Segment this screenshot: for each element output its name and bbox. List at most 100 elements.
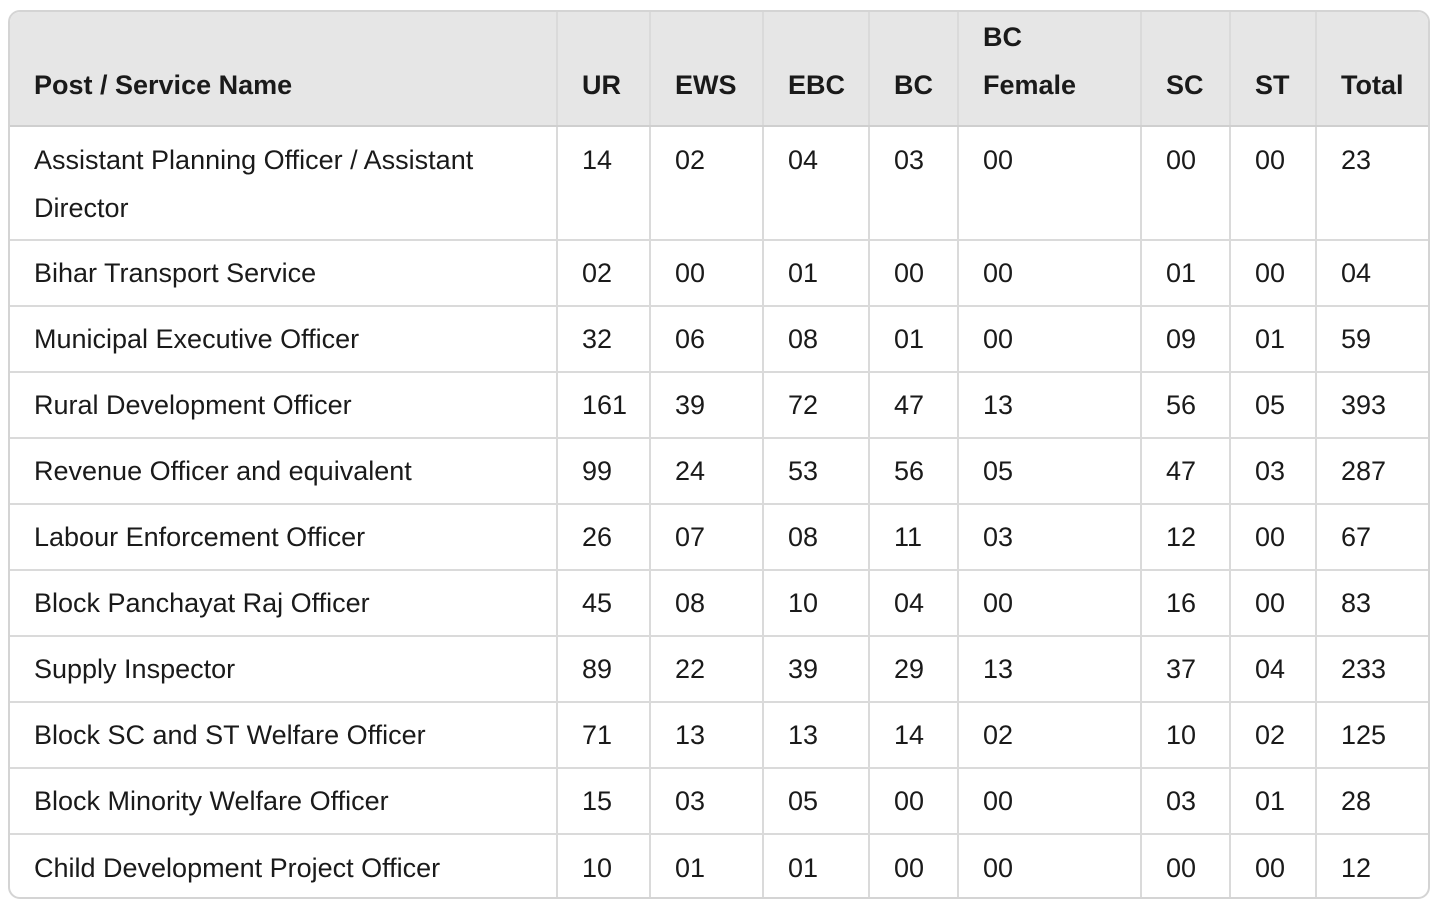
cell-bc: 47 xyxy=(869,372,959,439)
cell-post-name: Revenue Officer and equivalent xyxy=(10,438,558,505)
cell-post-name: Rural Development Officer xyxy=(10,372,558,439)
cell-ur: 26 xyxy=(557,504,651,571)
cell-ur: 10 xyxy=(557,834,651,897)
cell-bc-female: 00 xyxy=(958,126,1142,241)
cell-st: 01 xyxy=(1230,768,1317,835)
cell-ews: 07 xyxy=(650,504,764,571)
cell-ur: 02 xyxy=(557,240,651,307)
cell-sc: 37 xyxy=(1141,636,1231,703)
cell-total: 12 xyxy=(1341,852,1372,883)
table-row: Bihar Transport Service 02 00 01 00 00 01 00 04 xyxy=(10,240,1428,307)
header-ews: EWS xyxy=(650,12,764,127)
table-row: Block Minority Welfare Officer 15 03 05 00 00… xyxy=(10,768,1428,835)
cell-total: 125 xyxy=(1316,702,1428,769)
cell-bc: 03 xyxy=(869,126,959,241)
vacancy-table-container: Post / Service Name UR EWS EBC BC BC Fem… xyxy=(8,10,1430,899)
cell-post-name: Municipal Executive Officer xyxy=(10,306,558,373)
cell-st: 00 xyxy=(1230,240,1317,307)
cell-ur: 45 xyxy=(557,570,651,637)
cell-bc-female: 00 xyxy=(958,306,1142,373)
cell-sc: 16 xyxy=(1141,570,1231,637)
header-post-name: Post / Service Name xyxy=(10,12,558,127)
cell-bc-female: 00 xyxy=(958,570,1142,637)
cell-ebc: 72 xyxy=(763,372,870,439)
cell-bc-female: 02 xyxy=(958,702,1142,769)
cell-bc: 01 xyxy=(869,306,959,373)
cell-total: 59 xyxy=(1316,306,1428,373)
cell-total: 393 xyxy=(1316,372,1428,439)
table-row: Rural Development Officer 161 39 72 47 13 56 05… xyxy=(10,372,1428,439)
cell-st: 03 xyxy=(1230,438,1317,505)
table-row: Block Panchayat Raj Officer 45 08 10 04 00 16 0… xyxy=(10,570,1428,637)
cell-post-name: Bihar Transport Service xyxy=(10,240,558,307)
header-ebc: EBC xyxy=(763,12,870,127)
cell-ebc: 04 xyxy=(763,126,870,241)
cell-post-name: Block Minority Welfare Officer xyxy=(10,768,558,835)
table-body: Assistant Planning Officer / Assistant D… xyxy=(10,126,1428,897)
table-row: Municipal Executive Officer 32 06 08 01 00 09 0… xyxy=(10,306,1428,373)
cell-st: 04 xyxy=(1230,636,1317,703)
table-row: Supply Inspector 89 22 39 29 13 37 04 233 xyxy=(10,636,1428,703)
cell-sc: 10 xyxy=(1141,702,1231,769)
cell-total: 287 xyxy=(1316,438,1428,505)
cell-sc: 47 xyxy=(1141,438,1231,505)
cell-total: 233 xyxy=(1316,636,1428,703)
cell-bc-female: 03 xyxy=(958,504,1142,571)
cell-ur: 89 xyxy=(557,636,651,703)
header-ur: UR xyxy=(557,12,651,127)
cell-sc: 56 xyxy=(1141,372,1231,439)
cell-bc-female: 00 xyxy=(958,834,1142,897)
cell-ews: 08 xyxy=(650,570,764,637)
cell-ebc: 05 xyxy=(763,768,870,835)
cell-total: 67 xyxy=(1316,504,1428,571)
cell-bc: 04 xyxy=(869,570,959,637)
cell-ews: 24 xyxy=(650,438,764,505)
cell-bc: 00 xyxy=(869,834,959,897)
cell-st: 01 xyxy=(1230,306,1317,373)
cell-ur: 161 xyxy=(557,372,651,439)
cell-ews: 13 xyxy=(650,702,764,769)
cell-ebc: 13 xyxy=(763,702,870,769)
table-row: Labour Enforcement Officer 26 07 08 11 03 12 00… xyxy=(10,504,1428,571)
cell-bc: 00 xyxy=(869,240,959,307)
table-row: Child Development Project Officer 10 01 01 0… xyxy=(10,834,1428,897)
header-bc: BC xyxy=(869,12,959,127)
vacancy-table: Post / Service Name UR EWS EBC BC BC Fem… xyxy=(10,12,1428,897)
table-header-row: Post / Service Name UR EWS EBC BC BC Fem… xyxy=(10,12,1428,127)
header-bc-female: BC Female xyxy=(958,12,1142,127)
cell-post-name: Block Panchayat Raj Officer xyxy=(10,570,558,637)
cell-ews: 00 xyxy=(650,240,764,307)
header-st: ST xyxy=(1230,12,1317,127)
cell-post-name: Child Development Project Officer xyxy=(10,834,558,897)
table-row: Block SC and ST Welfare Officer 71 13 13 14 0… xyxy=(10,702,1428,769)
cell-ews: 02 xyxy=(650,126,764,241)
cell-st: 00 xyxy=(1230,570,1317,637)
cell-ur: 99 xyxy=(557,438,651,505)
cell-sc: 00 xyxy=(1141,834,1231,897)
cell-total: 23 xyxy=(1316,126,1428,241)
cell-st: 00 xyxy=(1230,126,1317,241)
cell-ews: 22 xyxy=(650,636,764,703)
cell-total: 83 xyxy=(1316,570,1428,637)
table-row: Revenue Officer and equivalent 99 24 53 56 05… xyxy=(10,438,1428,505)
cell-ews: 03 xyxy=(650,768,764,835)
cell-ur: 15 xyxy=(557,768,651,835)
cell-st: 00 xyxy=(1230,834,1317,897)
cell-post-name: Block SC and ST Welfare Officer xyxy=(10,702,558,769)
cell-ews: 06 xyxy=(650,306,764,373)
cell-bc: 14 xyxy=(869,702,959,769)
cell-st: 02 xyxy=(1230,702,1317,769)
cell-ebc: 01 xyxy=(763,834,870,897)
cell-bc: 00 xyxy=(869,768,959,835)
cell-ews: 39 xyxy=(650,372,764,439)
cell-ebc: 01 xyxy=(763,240,870,307)
cell-bc: 11 xyxy=(869,504,959,571)
cell-ebc: 08 xyxy=(763,504,870,571)
cell-bc-female: 00 xyxy=(958,768,1142,835)
cell-ebc: 08 xyxy=(763,306,870,373)
cell-bc-female: 05 xyxy=(958,438,1142,505)
cell-sc: 00 xyxy=(1141,126,1231,241)
cell-bc: 29 xyxy=(869,636,959,703)
cell-sc: 03 xyxy=(1141,768,1231,835)
cell-post-name: Labour Enforcement Officer xyxy=(10,504,558,571)
